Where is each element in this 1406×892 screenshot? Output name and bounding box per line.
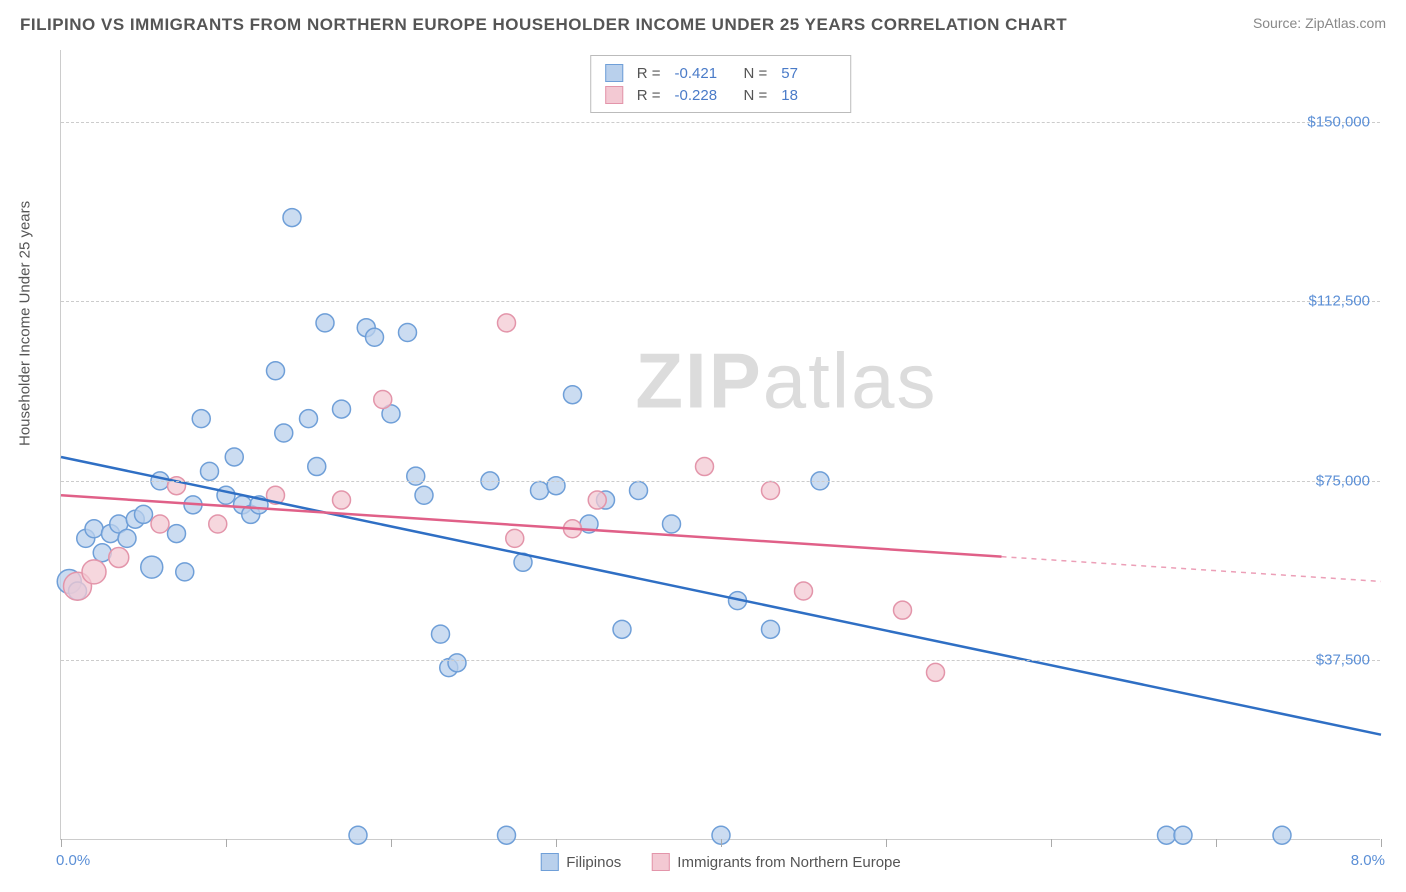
data-point [316, 314, 334, 332]
data-point [366, 328, 384, 346]
data-point [407, 467, 425, 485]
data-point [275, 424, 293, 442]
data-point [168, 525, 186, 543]
data-point [82, 560, 106, 584]
legend-item-1: Filipinos [540, 853, 621, 871]
data-point [894, 601, 912, 619]
data-point [141, 556, 163, 578]
data-point [663, 515, 681, 533]
legend-swatch-2 [651, 853, 669, 871]
x-axis-max: 8.0% [1351, 852, 1385, 869]
data-point [225, 448, 243, 466]
gridline-h [61, 122, 1380, 123]
data-point [696, 458, 714, 476]
data-point [531, 481, 549, 499]
data-point [267, 362, 285, 380]
gridline-h [61, 301, 1380, 302]
data-point [85, 520, 103, 538]
x-axis-min: 0.0% [56, 852, 90, 869]
data-point [432, 625, 450, 643]
data-point [217, 486, 235, 504]
data-point [795, 582, 813, 600]
x-tick [61, 839, 62, 847]
data-point [415, 486, 433, 504]
data-point [498, 314, 516, 332]
data-point [762, 620, 780, 638]
data-point [333, 491, 351, 509]
chart-title: FILIPINO VS IMMIGRANTS FROM NORTHERN EUR… [20, 15, 1067, 35]
data-point [209, 515, 227, 533]
x-tick [1381, 839, 1382, 847]
legend-swatch-1 [540, 853, 558, 871]
data-point [109, 548, 129, 568]
gridline-h [61, 481, 1380, 482]
data-point [762, 481, 780, 499]
trend-line [61, 457, 1381, 735]
data-point [927, 663, 945, 681]
swatch-series-2 [605, 86, 623, 104]
legend-item-2: Immigrants from Northern Europe [651, 853, 900, 871]
trend-line [61, 495, 1002, 556]
x-tick [556, 839, 557, 847]
data-point [333, 400, 351, 418]
data-point [308, 458, 326, 476]
data-point [506, 529, 524, 547]
series-legend: Filipinos Immigrants from Northern Europ… [540, 853, 900, 871]
data-point [283, 209, 301, 227]
data-point [399, 323, 417, 341]
data-point [1273, 826, 1291, 844]
scatter-plot-svg [61, 50, 1380, 839]
y-tick-label: $75,000 [1316, 472, 1370, 489]
data-point [300, 410, 318, 428]
data-point [498, 826, 516, 844]
data-point [349, 826, 367, 844]
x-tick [1051, 839, 1052, 847]
trend-line-extrapolated [1002, 557, 1382, 582]
correlation-legend: R = -0.421 N = 57 R = -0.228 N = 18 [590, 55, 852, 113]
gridline-h [61, 660, 1380, 661]
data-point [613, 620, 631, 638]
data-point [135, 505, 153, 523]
data-point [201, 462, 219, 480]
data-point [564, 386, 582, 404]
data-point [374, 391, 392, 409]
x-tick [886, 839, 887, 847]
data-point [1174, 826, 1192, 844]
data-point [118, 529, 136, 547]
data-point [547, 477, 565, 495]
data-point [1158, 826, 1176, 844]
correlation-row-1: R = -0.421 N = 57 [605, 62, 837, 84]
data-point [192, 410, 210, 428]
data-point [176, 563, 194, 581]
y-tick-label: $150,000 [1307, 113, 1370, 130]
data-point [630, 481, 648, 499]
correlation-row-2: R = -0.228 N = 18 [605, 84, 837, 106]
x-tick [391, 839, 392, 847]
x-tick [1216, 839, 1217, 847]
x-tick [721, 839, 722, 847]
chart-plot-area: ZIPatlas R = -0.421 N = 57 R = -0.228 N … [60, 50, 1380, 840]
data-point [588, 491, 606, 509]
y-tick-label: $37,500 [1316, 652, 1370, 669]
x-tick [226, 839, 227, 847]
source-attribution: Source: ZipAtlas.com [1253, 15, 1386, 31]
swatch-series-1 [605, 64, 623, 82]
y-tick-label: $112,500 [1309, 293, 1370, 310]
data-point [448, 654, 466, 672]
y-axis-label: Householder Income Under 25 years [17, 201, 34, 446]
data-point [151, 515, 169, 533]
